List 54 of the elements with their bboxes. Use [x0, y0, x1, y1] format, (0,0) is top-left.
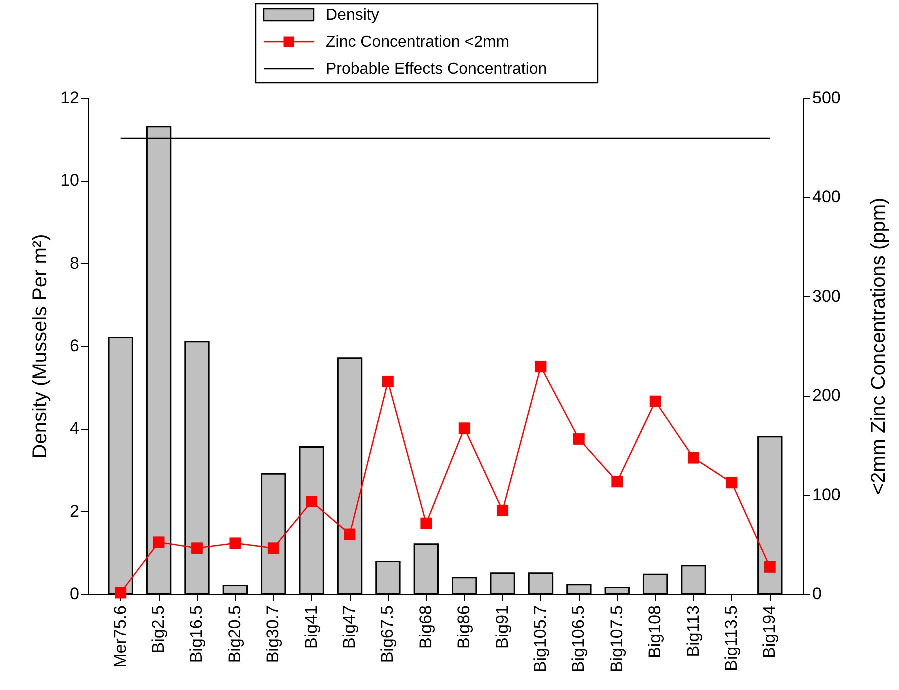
- x-tick-label: Big108: [646, 606, 665, 658]
- y2-tick-label: 500: [812, 88, 841, 108]
- y2-tick-label: 100: [812, 485, 841, 504]
- point: [497, 504, 508, 516]
- legend-label: Probable Effects Concentration: [326, 61, 548, 78]
- point: [688, 452, 700, 464]
- y-tick-label: 2: [70, 502, 80, 521]
- x-tick-label: Big91: [492, 606, 512, 649]
- point: [420, 518, 432, 530]
- x-tick-label: Big107.5: [607, 606, 626, 673]
- point: [458, 422, 470, 434]
- y2-tick-label: 400: [812, 188, 841, 207]
- y-tick-label: 6: [70, 336, 80, 356]
- x-tick-label: Big41: [302, 606, 321, 649]
- y-axis-title: Density (Mussels Per m²): [30, 234, 52, 459]
- point: [726, 477, 738, 489]
- y-tick-label: 0: [70, 584, 80, 604]
- point: [535, 361, 547, 373]
- y-tick-label: 8: [70, 254, 80, 273]
- y2-tick-label: 300: [812, 286, 841, 306]
- x-tick-label: Mer75.6: [110, 606, 130, 668]
- x-tick-label: Big86: [454, 606, 474, 649]
- legend-label: Density: [326, 7, 380, 24]
- x-tick-label: Big16.5: [187, 606, 206, 664]
- x-tick-label: Big113: [684, 606, 703, 658]
- x-tick-label: Big2.5: [149, 606, 168, 654]
- point: [268, 542, 280, 554]
- x-tick-label: Big105.7: [530, 606, 550, 673]
- x-tick-label: Big106.5: [569, 606, 588, 673]
- x-tick-label: Big194: [760, 606, 780, 658]
- y-tick-label: 4: [70, 419, 80, 438]
- point: [153, 536, 165, 548]
- point: [230, 538, 242, 550]
- y2-axis-title: <2mm Zinc Concentrations (ppm): [868, 198, 890, 496]
- x-tick-label: Big47: [340, 606, 360, 649]
- point: [382, 376, 394, 388]
- point: [650, 396, 662, 408]
- y2-tick-label: 200: [812, 386, 841, 406]
- point: [764, 562, 776, 573]
- x-tick-label: Big67.5: [378, 606, 398, 664]
- point: [192, 542, 203, 554]
- x-tick-label: Big113.5: [722, 606, 741, 672]
- x-tick-label: Big20.5: [225, 606, 244, 664]
- point: [612, 476, 624, 488]
- y-tick-label: 12: [60, 88, 80, 108]
- y-tick-label: 10: [60, 171, 80, 190]
- legend-label: Zinc Concentration <2mm: [326, 34, 510, 51]
- point: [115, 587, 127, 599]
- point: [344, 528, 356, 540]
- x-tick-label: Big68: [416, 606, 436, 649]
- y2-tick-label: 0: [812, 584, 822, 604]
- x-tick-label: Big30.7: [264, 606, 283, 664]
- point: [573, 434, 585, 445]
- point: [306, 496, 318, 508]
